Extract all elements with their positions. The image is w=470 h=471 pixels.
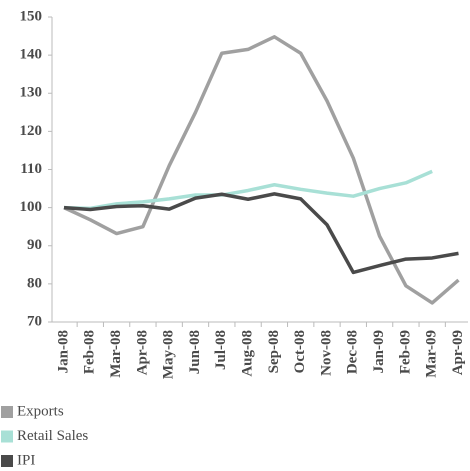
x-tick-label: Mar-08 (108, 330, 124, 378)
x-tick-label: Jan-08 (55, 330, 71, 373)
legend-swatch (1, 455, 13, 467)
x-tick-label: May-08 (161, 330, 177, 379)
x-tick-label: Apr-08 (134, 330, 150, 375)
y-tick-label: 150 (20, 8, 43, 24)
x-tick-label: Apr-09 (450, 330, 466, 375)
legend-label: IPI (17, 452, 35, 468)
y-tick-label: 70 (27, 313, 42, 329)
x-tick-label: Aug-08 (240, 330, 256, 377)
legend-label: Exports (17, 403, 64, 419)
series-line (63, 169, 433, 211)
x-tick-label: Jan-09 (371, 330, 387, 373)
x-tick-label: Sep-08 (266, 330, 282, 373)
x-tick-label: Nov-08 (318, 330, 334, 376)
y-tick-label: 80 (27, 275, 42, 291)
y-tick-label: 130 (20, 85, 43, 101)
y-tick-label: 110 (20, 161, 42, 177)
x-tick-label: Jul-08 (213, 330, 229, 370)
x-tick-label: Jun-08 (187, 330, 203, 374)
x-tick-label: Feb-09 (397, 330, 413, 374)
series-line (63, 35, 460, 305)
legend: Exports Retail Sales IPI (1, 403, 88, 468)
y-tick-label: 140 (20, 47, 43, 63)
legend-label: Retail Sales (17, 428, 88, 444)
y-tick-label: 100 (20, 199, 43, 215)
x-tick-label: Mar-09 (424, 330, 440, 378)
x-tick-label: Feb-08 (82, 330, 98, 374)
legend-swatch (1, 406, 13, 418)
legend-swatch (1, 430, 13, 443)
x-tick-label: Dec-08 (345, 330, 361, 374)
x-tick-label: Oct-08 (292, 330, 308, 373)
y-tick-label: 90 (27, 237, 42, 253)
y-tick-label: 120 (20, 123, 43, 139)
series-line (63, 192, 459, 275)
